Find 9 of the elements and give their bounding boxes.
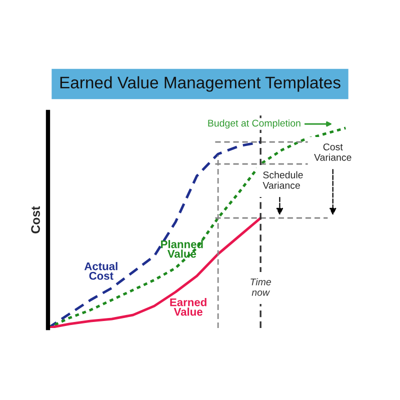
series-label: Actual Cost: [84, 262, 118, 280]
series-label: Earned Value: [170, 298, 206, 316]
annotation: Cost Variance: [314, 143, 352, 161]
chart-title: Earned Value Management Templates: [60, 76, 340, 92]
annotation: Budget at Completion: [208, 119, 300, 129]
y-axis-title: Cost: [31, 206, 40, 234]
annotation: Time now: [250, 278, 271, 296]
series-label: Planned Value: [161, 240, 203, 258]
annotation: Schedule Variance: [262, 171, 303, 189]
